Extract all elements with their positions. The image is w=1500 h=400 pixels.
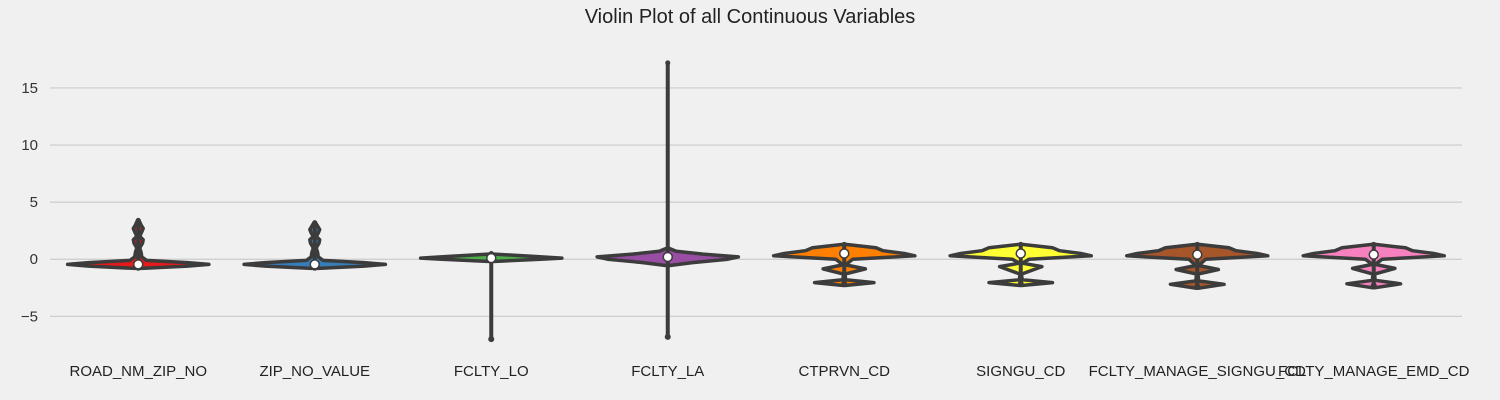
violin-median (1368, 249, 1379, 260)
x-category-label: SIGNGU_CD (976, 363, 1065, 380)
violin-median (309, 259, 320, 270)
y-axis-ticks: −5 0 5 10 15 (21, 80, 38, 325)
x-category-label: FCLTY_LO (454, 363, 529, 380)
x-category-label: FCLTY_MANAGE_SIGNGU_CD (1089, 363, 1306, 380)
whisker-end (1018, 241, 1024, 247)
x-category-label: ROAD_NM_ZIP_NO (69, 363, 207, 380)
whisker-end (1370, 282, 1377, 289)
violin-median (1192, 249, 1203, 260)
violin-ctprvn-cd (771, 241, 917, 288)
whisker-end (135, 217, 141, 223)
violin-fclty-la (595, 60, 741, 340)
x-axis-categories: ROAD_NM_ZIP_NO ZIP_NO_VALUE FCLTY_LO FCLTY_… (69, 363, 1469, 380)
violin-fclty-lo (418, 251, 564, 343)
violin-median (133, 259, 144, 270)
x-category-label: CTPRVN_CD (799, 363, 891, 380)
violin-median (662, 251, 673, 263)
whisker-end (1194, 283, 1201, 290)
y-tick-label: 0 (30, 251, 38, 268)
whisker-end (664, 333, 671, 340)
chart-title: Violin Plot of all Continuous Variables (585, 6, 916, 28)
grid-layer (50, 87, 1462, 317)
violin-median (839, 248, 850, 259)
y-tick-label: −5 (21, 308, 38, 325)
violin-fclty-manage-emd-cd (1301, 241, 1447, 290)
y-tick-label: 10 (21, 137, 38, 154)
violin-median (1015, 248, 1026, 259)
x-category-label: FCLTY_LA (631, 363, 704, 380)
y-tick-label: 5 (30, 194, 38, 211)
whisker-end (488, 336, 495, 343)
x-category-label: FCLTY_MANAGE_EMD_CD (1278, 363, 1470, 380)
violin-road-nm-zip-no (65, 217, 211, 271)
x-category-label: ZIP_NO_VALUE (259, 363, 370, 380)
whisker-end (1017, 280, 1024, 287)
whisker-end (841, 280, 848, 287)
whisker-end (841, 241, 847, 247)
violin-zip-no-value (242, 220, 388, 271)
whisker-end (665, 60, 671, 66)
violin-median (486, 252, 497, 264)
whisker-end (1371, 241, 1377, 247)
violin-fclty-manage-signgu-cd (1124, 241, 1270, 291)
violin-signgu-cd (948, 241, 1094, 288)
whisker-end (312, 220, 318, 226)
whisker-end (1194, 241, 1200, 247)
violin-layer (65, 60, 1447, 343)
y-tick-label: 15 (21, 80, 38, 97)
